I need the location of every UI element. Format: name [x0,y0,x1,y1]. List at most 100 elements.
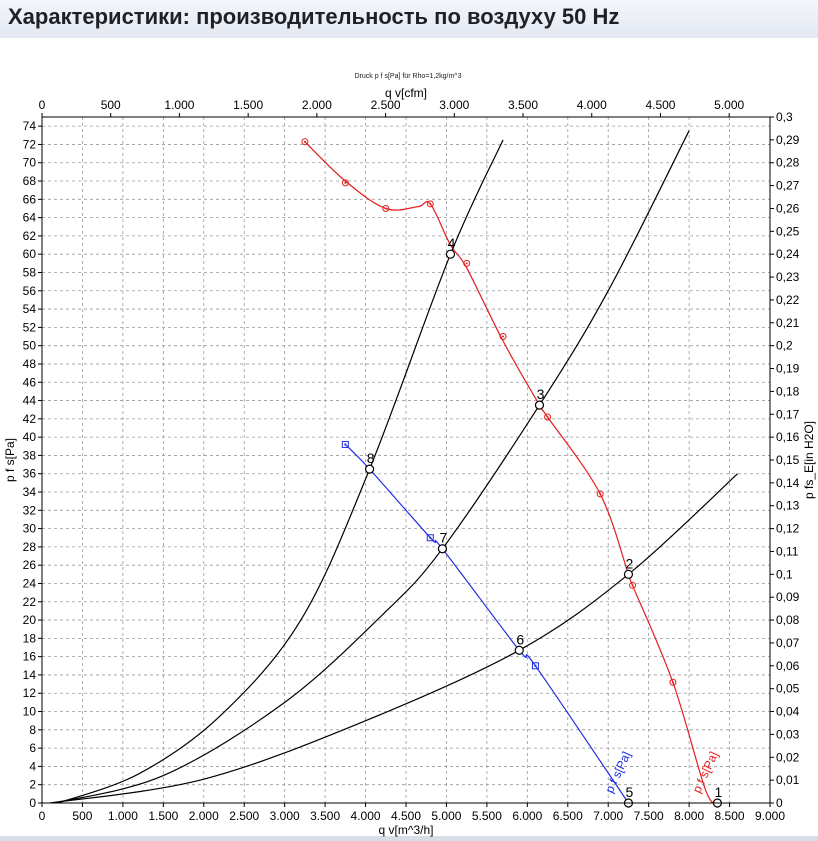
y2-tick-label: 0 [776,796,783,810]
y-tick-label: 12 [23,686,37,700]
y-tick-label: 10 [23,705,37,719]
series-marker-dot [534,664,537,667]
y-tick-label: 0 [29,796,36,810]
series-marker [628,581,636,589]
y-tick-label: 34 [23,485,37,499]
y-tick-label: 28 [23,540,37,554]
series-marker [341,179,349,187]
y-tick-label: 64 [23,211,37,225]
x-tick-label: 4.500 [391,809,421,823]
x2-tick-label: 2.000 [302,98,332,112]
y2-tick-label: 0,15 [776,453,800,467]
x-tick-label: 2.000 [189,809,219,823]
operating-point-marker [514,645,524,655]
x2-tick-label: 4.500 [645,98,675,112]
operating-point-label: 5 [626,784,634,800]
x-tick-label: 6.500 [553,809,583,823]
y-tick-label: 30 [23,522,37,536]
series-marker [596,490,604,498]
operating-point-label: 2 [626,555,634,571]
y-tick-label: 38 [23,448,37,462]
y2-tick-label: 0,24 [776,247,800,261]
x-tick-label: 7.500 [634,809,664,823]
y-tick-label: 60 [23,247,37,261]
x-tick-label: 1.000 [108,809,138,823]
y2-tick-label: 0,18 [776,384,800,398]
series-marker [463,259,471,267]
x-tick-label: 6.000 [512,809,542,823]
series-marker-dot [429,202,432,205]
y2-tick-label: 0,21 [776,316,800,330]
y2-tick-label: 0,16 [776,430,800,444]
series-marker [341,440,349,448]
y-axis-label: p f s[Pa] [3,438,17,482]
y-tick-label: 16 [23,650,37,664]
operating-point-marker [623,569,634,579]
series-line-4 [50,473,739,804]
x2-tick-label: 3.500 [508,98,538,112]
x-tick-label: 2.500 [229,809,259,823]
y-tick-label: 66 [23,192,37,206]
operating-point-label: 8 [367,450,375,466]
y-tick-label: 68 [23,174,37,188]
grid-lines [42,117,770,803]
curve-markers [301,138,677,686]
y2-tick-label: 0,07 [776,636,800,650]
operating-point-label: 3 [537,386,545,402]
x-axis-label: q v[m^3/h] [379,823,434,837]
series-marker [382,204,390,212]
x2-tick-label: 2.500 [371,98,401,112]
y2-tick-label: 0,26 [776,201,800,215]
series-marker [669,678,677,686]
series-marker-dot [429,536,432,539]
page-title: Характеристики: производительность по во… [8,4,620,29]
title-bar: Характеристики: производительность по во… [0,0,818,38]
y2-tick-label: 0,19 [776,362,800,376]
series-marker-dot [384,207,387,210]
y-tick-label: 58 [23,265,37,279]
x2-tick-label: 3.000 [439,98,469,112]
chart-title: Druck p f s[Pa] für Rho=1,2kg/m^3 [355,73,462,80]
x-tick-label: 8.500 [715,809,745,823]
y2-tick-label: 0,29 [776,133,800,147]
y-tick-label: 8 [29,723,36,737]
series-marker [531,662,539,670]
y2-tick-label: 0,2 [776,339,793,353]
series-marker-dot [303,140,306,143]
y2-tick-label: 0,13 [776,499,800,513]
operating-point-label: 1 [715,784,723,800]
y-tick-label: 18 [23,631,37,645]
x-tick-label: 7.000 [593,809,623,823]
operating-point-label: 6 [516,631,524,647]
x-tick-label: 3.000 [270,809,300,823]
y2-tick-label: 0,01 [776,773,800,787]
series-marker-dot [465,262,468,265]
x2-axis-label: q v[cfm] [385,86,427,100]
x-tick-label: 4.000 [351,809,381,823]
y2-tick-label: 0,25 [776,224,800,238]
y2-tick-label: 0,1 [776,567,793,581]
series-marker-dot [599,492,602,495]
operating-point-marker [445,249,456,259]
y-tick-label: 74 [23,119,37,133]
y2-tick-label: 0,09 [776,590,800,604]
x-tick-label: 1.500 [148,809,178,823]
series-marker [426,534,434,542]
y2-axis-label: p fs_E[in H2O] [802,421,816,499]
x-tick-label: 0 [39,809,46,823]
series-marker-dot [671,681,674,684]
series-line-3 [53,130,690,804]
y2-tick-label: 0,04 [776,705,800,719]
x2-tick-label: 1.500 [233,98,263,112]
y2-tick-label: 0,02 [776,750,800,764]
y-tick-label: 62 [23,229,37,243]
x-tick-label: 3.500 [310,809,340,823]
y-tick-label: 4 [29,759,36,773]
series-marker [544,413,552,421]
y2-tick-label: 0,06 [776,659,800,673]
y2-tick-label: 0,12 [776,522,800,536]
y-tick-label: 40 [23,430,37,444]
x-tick-label: 5.000 [431,809,461,823]
y2-tick-label: 0,28 [776,156,800,170]
